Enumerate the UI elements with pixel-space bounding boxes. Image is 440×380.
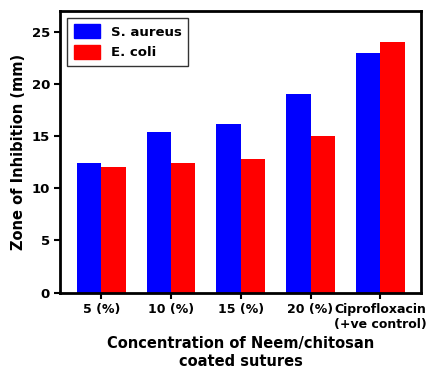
Bar (241, 159, 265, 293)
Bar (311, 136, 335, 293)
Bar (77, 163, 101, 293)
Bar (171, 163, 195, 293)
Bar (101, 168, 126, 293)
Legend: S. aureus, E. coli: S. aureus, E. coli (67, 18, 188, 66)
Bar (286, 95, 311, 293)
Bar (147, 132, 171, 293)
Bar (216, 124, 241, 293)
Bar (380, 43, 405, 293)
Bar (356, 53, 380, 293)
X-axis label: Concentration of Neem/chitosan
coated sutures: Concentration of Neem/chitosan coated su… (107, 336, 374, 369)
Y-axis label: Zone of Inhibition (mm): Zone of Inhibition (mm) (11, 54, 26, 250)
